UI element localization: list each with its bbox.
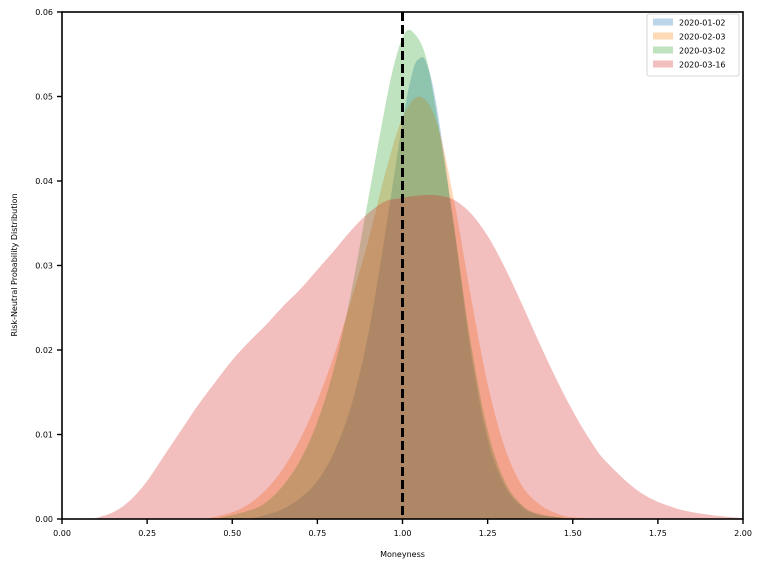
legend-item-2020-03-16: 2020-03-16 [653, 60, 726, 70]
legend-swatch [653, 60, 673, 68]
legend-label: 2020-03-02 [679, 47, 726, 56]
y-axis-ticks: 0.00 0.01 0.02 0.03 0.04 0.05 0.06 [35, 8, 62, 524]
density-area-2020-03-02 [215, 29, 573, 519]
x-tick-label: 0.00 [53, 529, 71, 538]
x-tick-label: 0.75 [308, 529, 326, 538]
legend-label: 2020-03-16 [679, 61, 726, 70]
legend: 2020-01-02 2020-02-03 2020-03-02 2020-03… [646, 13, 740, 77]
y-axis-label: Risk-Neutral Probability Distribution [10, 193, 19, 336]
y-tick-label: 0.02 [35, 346, 53, 355]
x-tick-label: 1.00 [394, 529, 412, 538]
x-axis-ticks: 0.00 0.25 0.50 0.75 1.00 1.25 1.50 1.75 2.00 [53, 519, 752, 538]
y-tick-label: 0.06 [35, 8, 53, 17]
y-tick-label: 0.05 [35, 93, 53, 102]
density-area-2020-01-02 [249, 57, 573, 520]
legend-swatch [653, 18, 673, 26]
legend-frame [646, 13, 740, 77]
y-tick-label: 0.00 [35, 515, 53, 524]
legend-swatch [653, 32, 673, 40]
density-area-2020-02-03 [205, 96, 607, 519]
x-tick-label: 0.25 [138, 529, 156, 538]
legend-item-2020-01-02: 2020-01-02 [653, 18, 726, 28]
legend-item-2020-02-03: 2020-02-03 [653, 32, 726, 42]
density-area-2020-03-16 [92, 194, 743, 519]
legend-label: 2020-02-03 [679, 33, 726, 42]
y-tick-label: 0.04 [35, 177, 53, 186]
y-tick-label: 0.03 [35, 262, 53, 271]
legend-swatch [653, 46, 673, 54]
legend-item-2020-03-02: 2020-03-02 [653, 46, 726, 56]
x-tick-label: 1.50 [564, 529, 582, 538]
x-tick-label: 2.00 [734, 529, 752, 538]
x-tick-label: 1.75 [649, 529, 667, 538]
legend-label: 2020-01-02 [679, 19, 726, 28]
x-tick-label: 1.25 [479, 529, 497, 538]
x-axis-label: Moneyness [380, 550, 425, 559]
x-tick-label: 0.50 [223, 529, 241, 538]
y-tick-label: 0.01 [35, 431, 53, 440]
density-areas [92, 29, 743, 520]
